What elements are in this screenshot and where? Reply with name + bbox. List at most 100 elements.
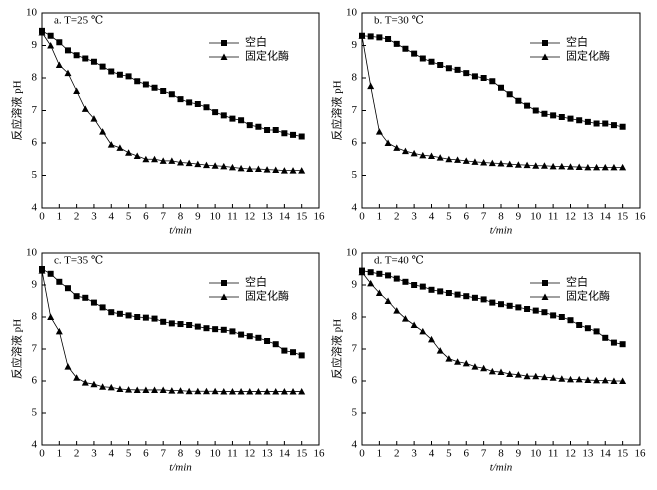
x-tick-label: 8	[498, 448, 504, 460]
triangle-marker	[73, 87, 81, 94]
square-marker	[515, 304, 522, 311]
y-tick-label: 5	[32, 169, 38, 181]
triangle-marker	[393, 307, 401, 314]
square-marker	[298, 133, 305, 140]
y-tick-label: 8	[352, 72, 358, 84]
triangle-marker	[610, 377, 618, 384]
triangle-marker	[523, 161, 531, 169]
x-tick-label: 12	[565, 448, 576, 460]
x-tick-label: 4	[429, 448, 435, 460]
x-tick-label: 16	[314, 211, 326, 223]
square-marker	[134, 314, 141, 320]
triangle-marker	[488, 367, 496, 375]
square-marker	[593, 328, 600, 335]
y-tick-label: 4	[352, 202, 358, 214]
square-marker	[576, 117, 583, 124]
square-marker	[246, 122, 253, 129]
x-tick-label: 15	[617, 211, 629, 223]
triangle-marker	[107, 383, 115, 391]
square-marker	[567, 317, 574, 324]
square-marker	[264, 338, 271, 344]
square-marker	[567, 115, 574, 122]
square-marker	[489, 299, 496, 306]
square-marker	[125, 73, 132, 80]
square-marker	[471, 294, 478, 301]
square-marker	[194, 101, 201, 107]
triangle-marker	[272, 166, 280, 173]
square-marker	[602, 120, 609, 127]
triangle-marker	[263, 166, 271, 173]
x-tick-label: 11	[227, 211, 238, 223]
square-marker	[64, 285, 71, 292]
square-marker	[584, 118, 591, 125]
square-marker	[411, 282, 418, 288]
triangle-marker	[254, 388, 262, 395]
square-marker	[221, 40, 227, 46]
x-tick-label: 11	[548, 211, 559, 223]
square-marker	[64, 47, 71, 54]
y-tick-label: 10	[346, 247, 358, 259]
triangle-marker	[142, 386, 150, 393]
x-tick-label: 6	[143, 448, 149, 460]
x-tick-label: 12	[244, 448, 255, 460]
triangle-marker	[523, 372, 531, 380]
triangle-marker	[410, 149, 418, 157]
triangle-marker	[610, 163, 618, 171]
triangle-marker	[558, 375, 566, 382]
triangle-marker	[462, 157, 470, 164]
triangle-marker	[38, 29, 46, 36]
square-marker	[229, 328, 236, 335]
square-marker	[238, 117, 245, 124]
square-marker	[524, 306, 531, 312]
square-marker	[463, 293, 470, 300]
triangle-marker	[220, 388, 228, 395]
y-tick-label: 7	[352, 343, 358, 355]
triangle-marker	[445, 355, 453, 362]
x-tick-label: 3	[91, 211, 97, 223]
triangle-marker	[220, 162, 228, 170]
square-marker	[367, 33, 374, 40]
square-marker	[73, 293, 80, 300]
x-tick-label: 11	[548, 448, 559, 460]
triangle-marker	[497, 159, 505, 167]
legend-label: 固定化酶	[245, 289, 289, 303]
triangle-marker	[107, 141, 115, 148]
y-tick-label: 9	[32, 279, 38, 291]
triangle-marker	[151, 386, 159, 393]
x-tick-label: 1	[57, 211, 63, 223]
plot-frame	[361, 12, 641, 209]
triangle-marker	[541, 293, 549, 300]
triangle-marker	[436, 154, 444, 161]
x-tick-label: 13	[582, 211, 594, 223]
x-tick-label: 9	[516, 448, 522, 460]
triangle-marker	[228, 163, 236, 171]
square-marker	[151, 84, 158, 91]
square-marker	[428, 58, 435, 65]
square-marker	[186, 99, 193, 106]
x-axis-label: t/min	[490, 462, 513, 474]
triangle-marker	[177, 387, 184, 394]
square-marker	[238, 331, 245, 338]
legend-label: 固定化酶	[245, 49, 289, 63]
triangle-marker	[90, 380, 98, 388]
square-marker	[498, 301, 504, 308]
triangle-marker	[436, 347, 444, 354]
x-tick-label: 14	[600, 448, 612, 460]
triangle-marker	[419, 151, 427, 159]
triangle-marker	[168, 387, 176, 394]
square-marker	[73, 52, 80, 59]
y-tick-label: 6	[32, 137, 38, 149]
square-marker	[445, 65, 452, 72]
square-marker	[542, 40, 548, 46]
square-marker	[541, 309, 548, 316]
x-tick-label: 1	[377, 211, 383, 223]
x-tick-label: 8	[178, 448, 184, 460]
square-marker	[203, 325, 210, 332]
triangle-marker	[220, 293, 228, 300]
triangle-marker	[575, 375, 583, 383]
x-tick-label: 2	[74, 211, 80, 223]
triangle-marker	[619, 377, 627, 384]
square-marker	[506, 91, 513, 98]
square-marker	[411, 50, 418, 57]
